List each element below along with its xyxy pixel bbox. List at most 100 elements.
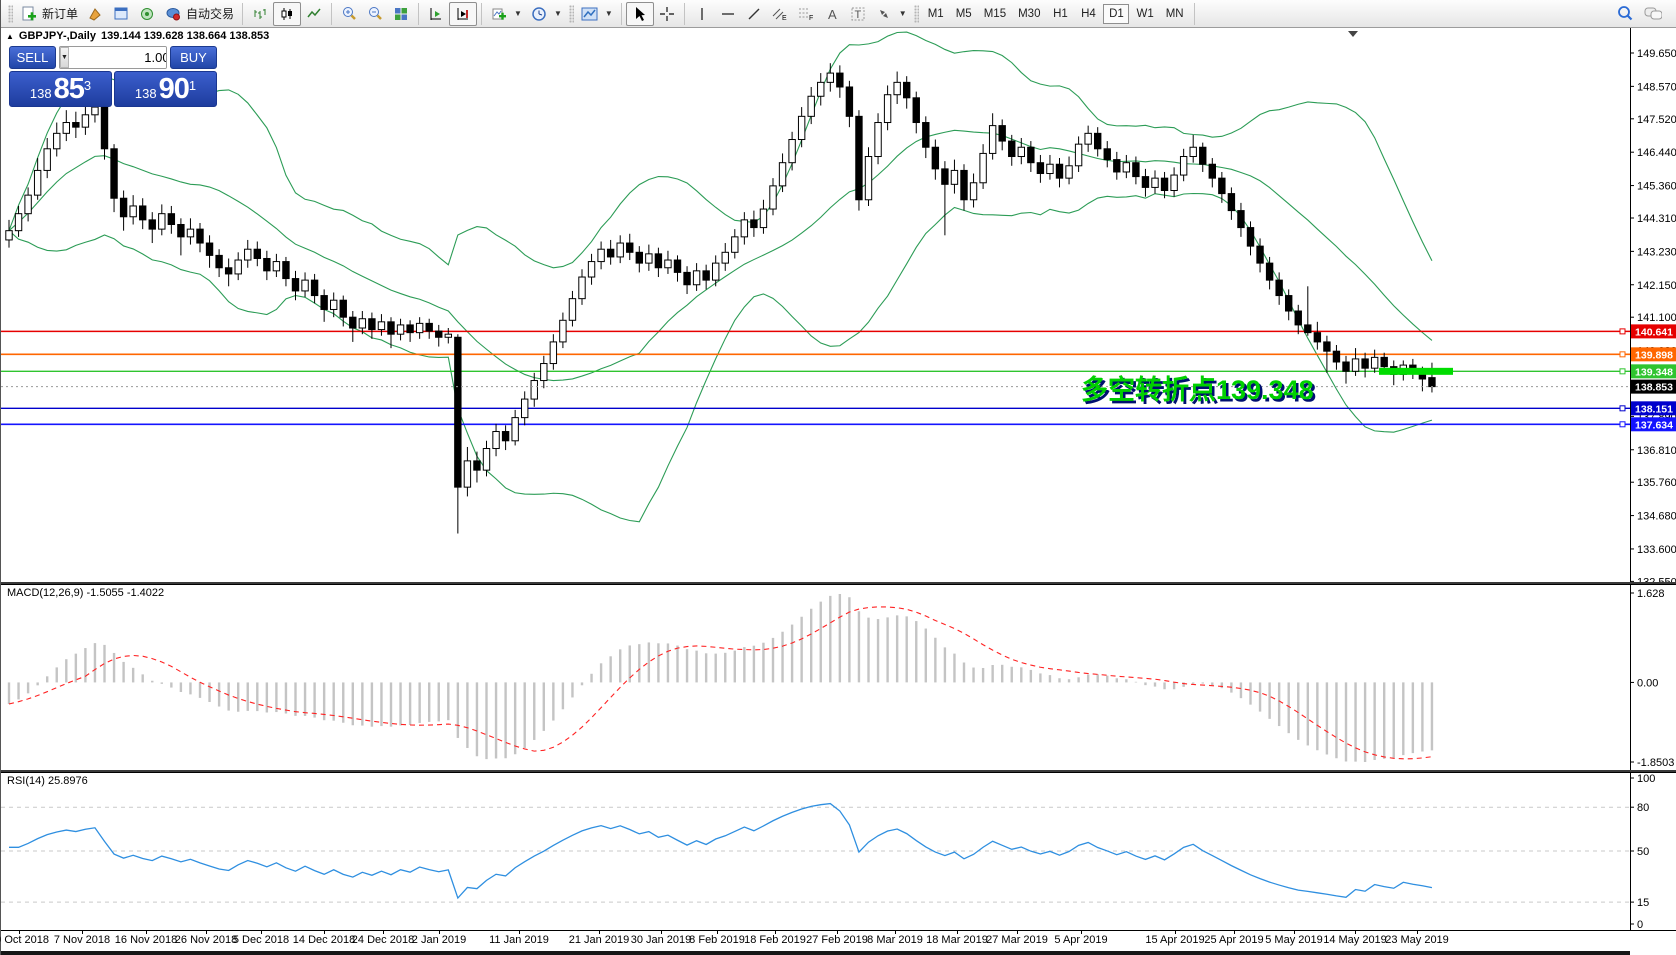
chart-shift-marker-icon[interactable]: [1348, 31, 1358, 37]
date-label: 23 May 2019: [1385, 934, 1449, 946]
rsi-axis-label: 0: [1637, 919, 1643, 930]
hline-handle[interactable]: [1619, 368, 1626, 375]
collapse-panel-icon[interactable]: ▲: [6, 31, 14, 41]
bollinger-upper-band[interactable]: [8, 31, 1433, 269]
macd-axis-label: -1.8503: [1637, 757, 1674, 769]
new-order-button[interactable]: 新订单: [16, 2, 82, 26]
svg-text:F: F: [809, 15, 813, 22]
indicators-button[interactable]: ▼: [486, 2, 526, 26]
tab-timeframe-d1[interactable]: D1: [1103, 3, 1130, 24]
date-tick: [1417, 931, 1418, 934]
vertical-line-button[interactable]: [689, 2, 715, 26]
price-tick-label: 147.520: [1637, 114, 1676, 126]
tab-timeframe-h1[interactable]: H1: [1053, 7, 1068, 20]
price-tick-label: 149.650: [1637, 48, 1676, 60]
chart-shift-button[interactable]: [449, 1, 478, 26]
zoom-in-button[interactable]: [336, 2, 362, 26]
panel-separator[interactable]: [1, 770, 1676, 772]
tab-timeframe-m5[interactable]: M5: [955, 7, 972, 20]
bollinger-lower-band[interactable]: [8, 192, 1433, 523]
volume-down-button[interactable]: ▼: [60, 47, 69, 68]
crosshair-button[interactable]: [654, 2, 680, 26]
toolbar-separator: [1193, 2, 1195, 25]
cursor-button[interactable]: [625, 1, 654, 26]
panel-separator[interactable]: [1, 582, 1676, 584]
equidistant-channel-button[interactable]: E: [767, 2, 793, 26]
market-watch-button[interactable]: [108, 2, 134, 26]
tab-timeframe-m1[interactable]: M1: [927, 7, 944, 20]
text-label-button[interactable]: T: [845, 2, 871, 26]
buy-button[interactable]: BUY: [170, 46, 217, 69]
toolbar-separator: [683, 2, 685, 25]
price-tick-label: 136.810: [1637, 445, 1676, 457]
text-button[interactable]: A: [819, 2, 845, 26]
price-tick-label: 145.360: [1637, 181, 1676, 193]
toolbar-grip: [913, 4, 919, 23]
hline-handle[interactable]: [1619, 405, 1626, 412]
date-label: 7 Nov 2018: [53, 934, 111, 946]
date-label: 5 Dec 2018: [232, 934, 290, 946]
horizontal-scrollbar[interactable]: [1, 951, 1630, 955]
date-label: 29 Oct 2018: [0, 934, 49, 946]
hline-handle[interactable]: [1619, 328, 1626, 335]
candlesticks[interactable]: [5, 63, 1436, 534]
date-label: 16 Nov 2018: [114, 934, 178, 946]
crayon-button[interactable]: [82, 2, 108, 26]
add-indicator-icon: [490, 5, 508, 23]
zoom-out-button[interactable]: [362, 2, 388, 26]
rsi-panel: 100 80 50 15 0 RSI(14) 25.8976: [1, 772, 1676, 930]
volume-input[interactable]: [68, 47, 166, 68]
chart-window-icon: [112, 5, 130, 23]
candlestick-chart-button[interactable]: [273, 1, 302, 26]
date-label: 18 Feb 2019: [744, 934, 806, 946]
main-chart-canvas[interactable]: 149.650 148.570 147.520 146.440 145.360 144.3…: [1, 28, 1676, 582]
date-tick: [895, 931, 896, 934]
tab-timeframe-h4[interactable]: H4: [1081, 7, 1096, 20]
chat-icon[interactable]: [1644, 5, 1662, 23]
new-order-icon: [20, 5, 38, 23]
bar-chart-button[interactable]: [247, 2, 273, 26]
autotrading-button[interactable]: 自动交易: [160, 2, 238, 26]
price-axis-label: 139.898: [1631, 347, 1676, 362]
date-label: 15 Apr 2019: [1145, 934, 1205, 946]
sell-button[interactable]: SELL: [9, 46, 56, 69]
horizontal-line-button[interactable]: [715, 2, 741, 26]
price-tick-label: 141.100: [1637, 312, 1676, 324]
date-tick: [1294, 931, 1295, 934]
buy-price-display[interactable]: 138 90 1: [114, 71, 217, 107]
periods-button[interactable]: ▼: [526, 2, 566, 26]
clock-icon: [530, 5, 548, 23]
toolbar-separator: [242, 2, 244, 25]
main-chart-panel: 149.650 148.570 147.520 146.440 145.360 144.3…: [1, 28, 1676, 582]
tile-windows-button[interactable]: [388, 2, 414, 26]
date-label: 27 Mar 2019: [986, 934, 1048, 946]
tab-timeframe-m15[interactable]: M15: [983, 7, 1007, 20]
zoom-out-icon: [366, 5, 384, 23]
line-chart-button[interactable]: [301, 2, 327, 26]
sell-price-display[interactable]: 138 85 3: [9, 71, 112, 107]
text-label-icon: T: [849, 5, 867, 23]
annotation-text[interactable]: 多空转折点139.348: [1081, 374, 1314, 405]
fibonacci-button[interactable]: F: [793, 2, 819, 26]
bollinger-middle-band[interactable]: [8, 129, 1433, 382]
search-icon[interactable]: [1616, 5, 1634, 23]
auto-scroll-button[interactable]: [423, 2, 449, 26]
svg-text:A: A: [828, 7, 837, 22]
shapes-icon: [875, 5, 893, 23]
tab-timeframe-mn[interactable]: MN: [1165, 7, 1184, 20]
hline-handle[interactable]: [1619, 351, 1626, 358]
crosshair-icon: [658, 5, 676, 23]
trendline-marker[interactable]: [1379, 367, 1453, 375]
rsi-canvas[interactable]: 100 80 50 15 0: [1, 772, 1676, 930]
trendline-button[interactable]: [741, 2, 767, 26]
tab-timeframe-w1[interactable]: W1: [1136, 7, 1154, 20]
price-axis-label: 137.634: [1631, 417, 1676, 432]
date-tick: [717, 931, 718, 934]
signals-button[interactable]: [134, 2, 160, 26]
hline-handle[interactable]: [1619, 421, 1626, 428]
templates-button[interactable]: ▼: [577, 2, 617, 26]
macd-canvas[interactable]: 1.628 0.00 -1.8503: [1, 584, 1676, 770]
arrows-button[interactable]: ▼: [871, 2, 911, 26]
tab-timeframe-m30[interactable]: M30: [1018, 7, 1041, 20]
